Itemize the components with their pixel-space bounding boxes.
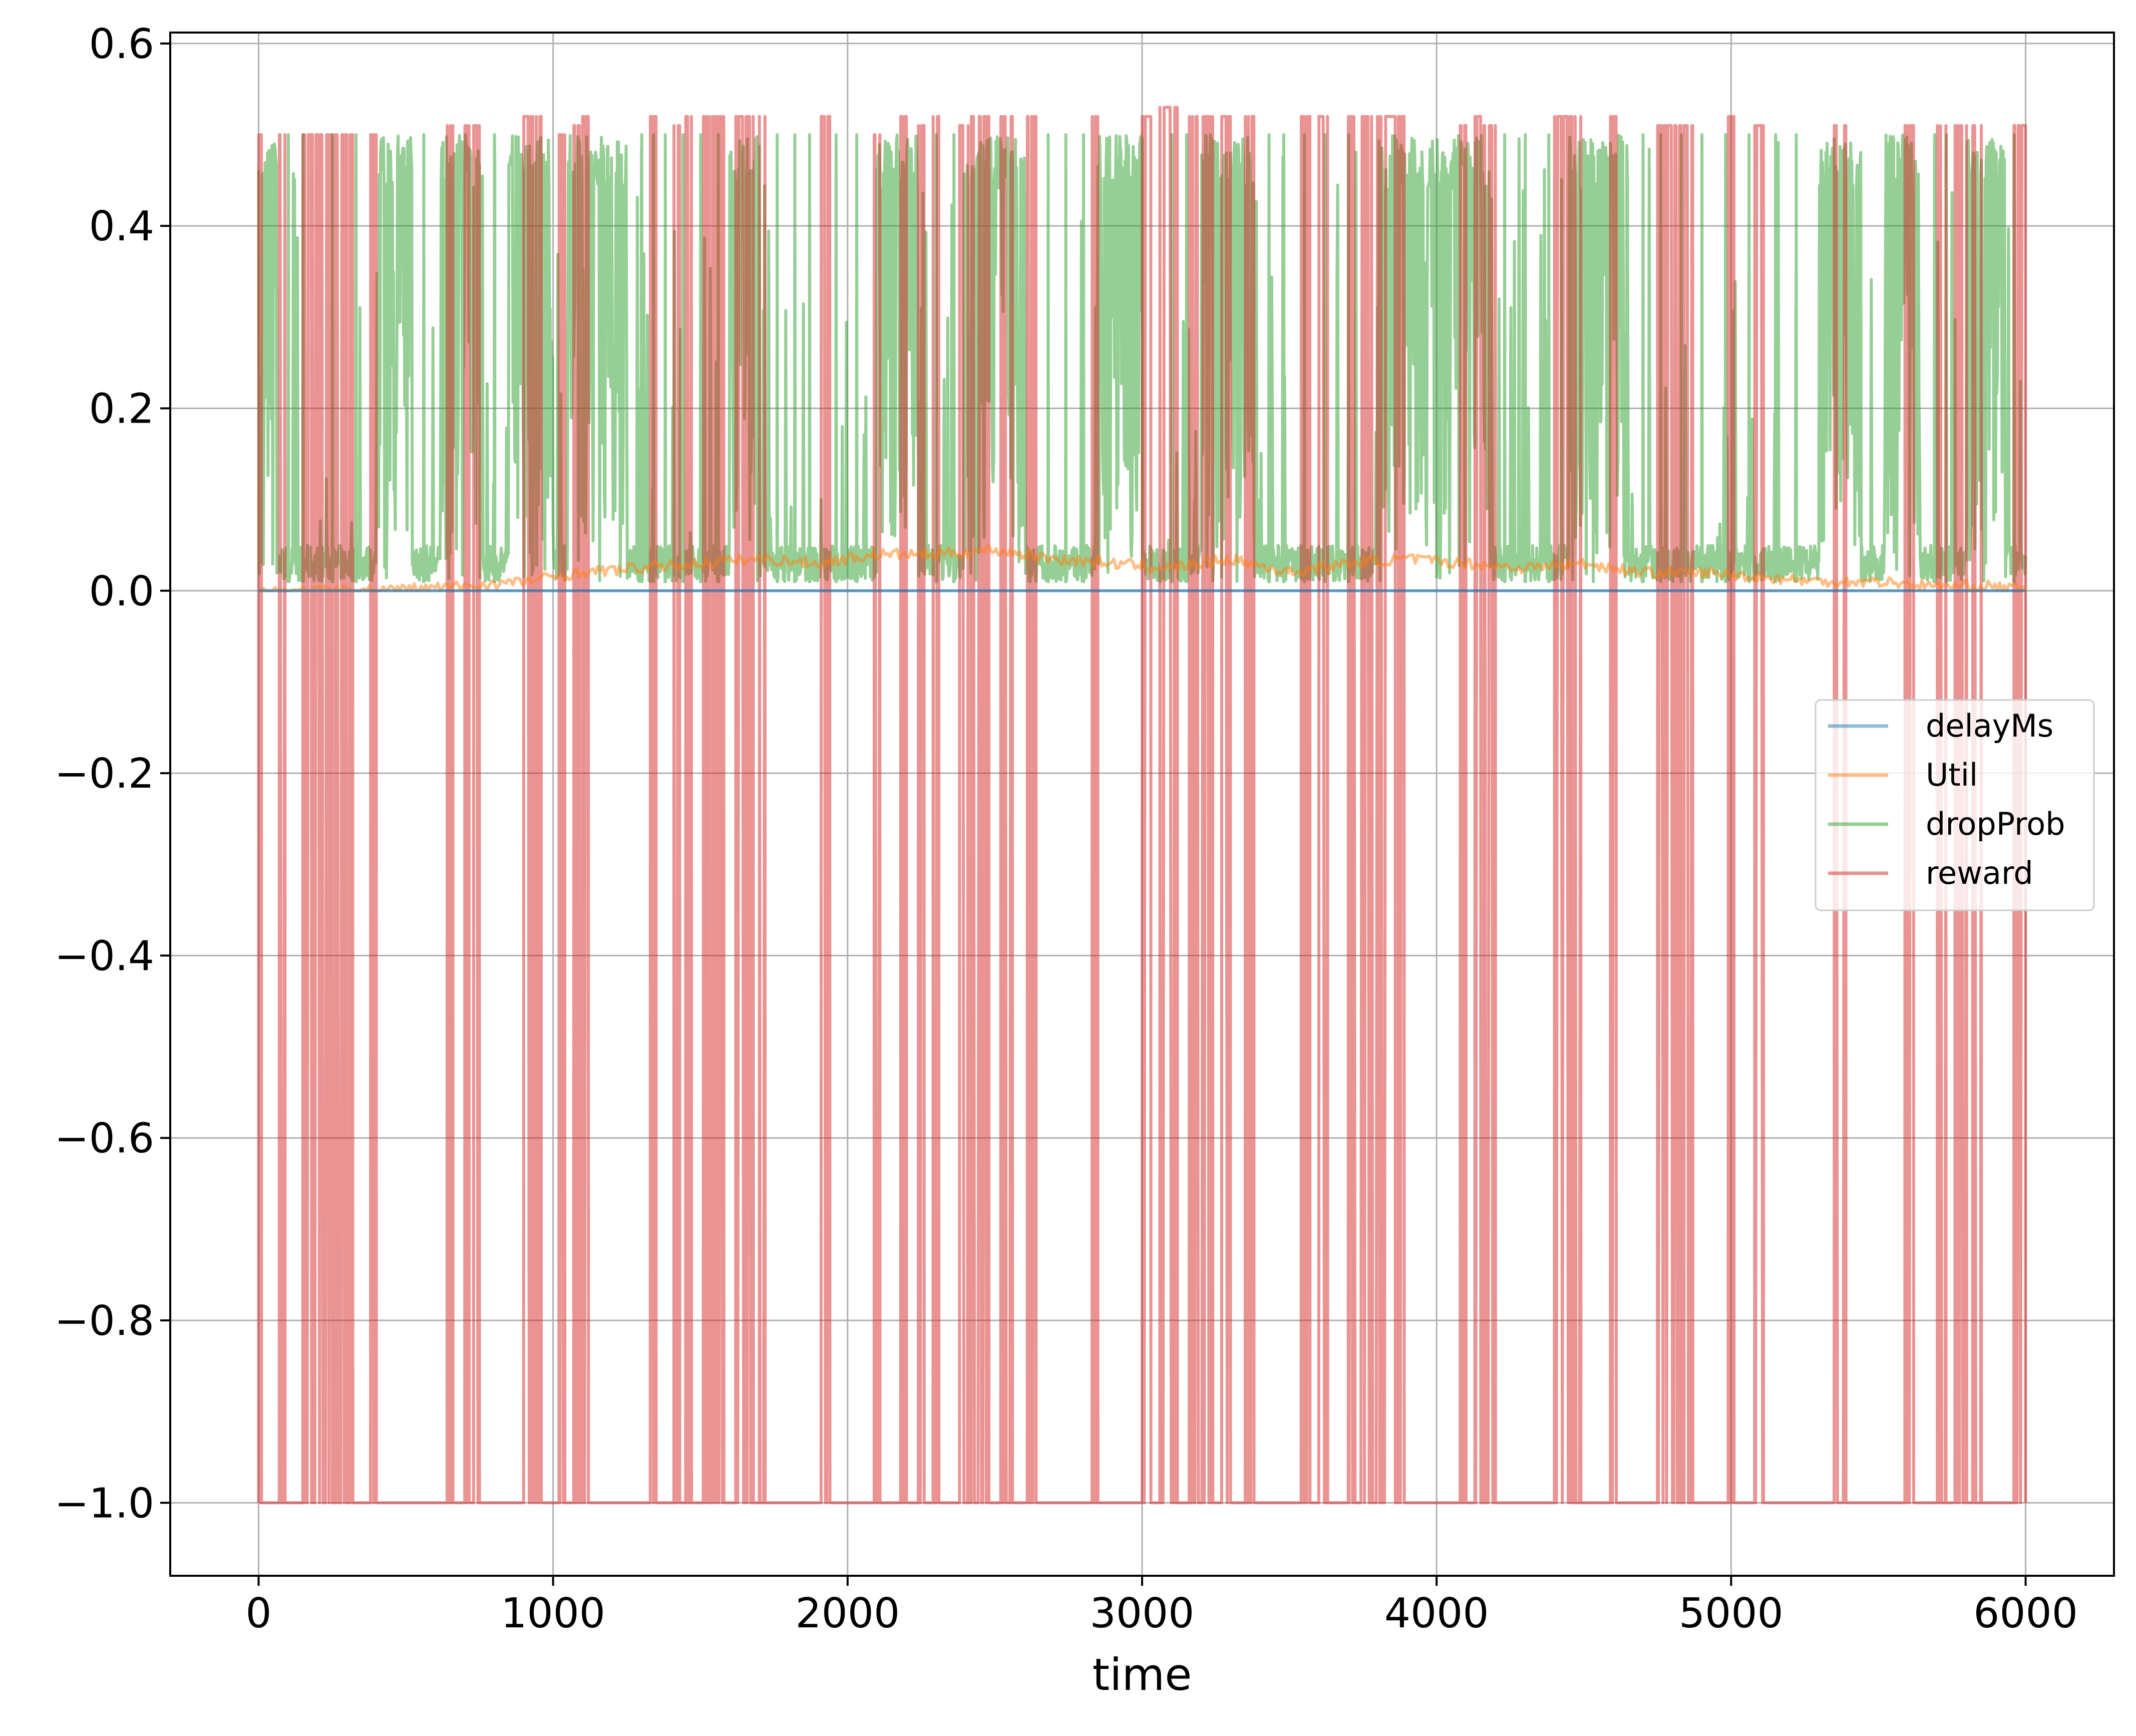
legend-box bbox=[1815, 699, 2095, 911]
x-tick-label: 0 bbox=[245, 1590, 271, 1637]
y-tick-label: −1.0 bbox=[55, 1480, 154, 1527]
axis-ticks: 0 1000 2000 3000 4000 5000 6000 0.6 0.4 0.2 0.0 −0.… bbox=[55, 21, 2078, 1637]
y-tick-label: −0.4 bbox=[55, 932, 154, 980]
y-tick-label: 0.4 bbox=[89, 203, 154, 250]
x-tick-label: 3000 bbox=[1090, 1590, 1195, 1637]
legend-label: dropProb bbox=[1926, 806, 2065, 842]
y-tick-label: −0.8 bbox=[55, 1297, 154, 1345]
y-tick-label: −0.2 bbox=[55, 750, 154, 798]
y-tick-label: 0.2 bbox=[89, 385, 154, 433]
x-tick-label: 4000 bbox=[1384, 1590, 1489, 1637]
legend: delayMs Util dropProb reward bbox=[1815, 699, 2095, 911]
y-tick-label: 0.0 bbox=[89, 568, 154, 615]
x-tick-label: 5000 bbox=[1679, 1590, 1784, 1637]
series-layer bbox=[257, 106, 2027, 1505]
y-tick-label: −0.6 bbox=[55, 1115, 154, 1163]
series-line-reward bbox=[257, 106, 2027, 1505]
x-axis-label: time bbox=[1093, 1649, 1192, 1700]
legend-label: reward bbox=[1926, 855, 2033, 891]
series-line-Util bbox=[258, 544, 2027, 592]
x-tick-label: 6000 bbox=[1973, 1590, 2078, 1637]
x-tick-label: 1000 bbox=[501, 1590, 605, 1637]
x-tick-label: 2000 bbox=[795, 1590, 900, 1637]
legend-label: delayMs bbox=[1926, 708, 2053, 744]
legend-label: Util bbox=[1926, 757, 1978, 793]
y-tick-label: 0.6 bbox=[89, 21, 154, 68]
